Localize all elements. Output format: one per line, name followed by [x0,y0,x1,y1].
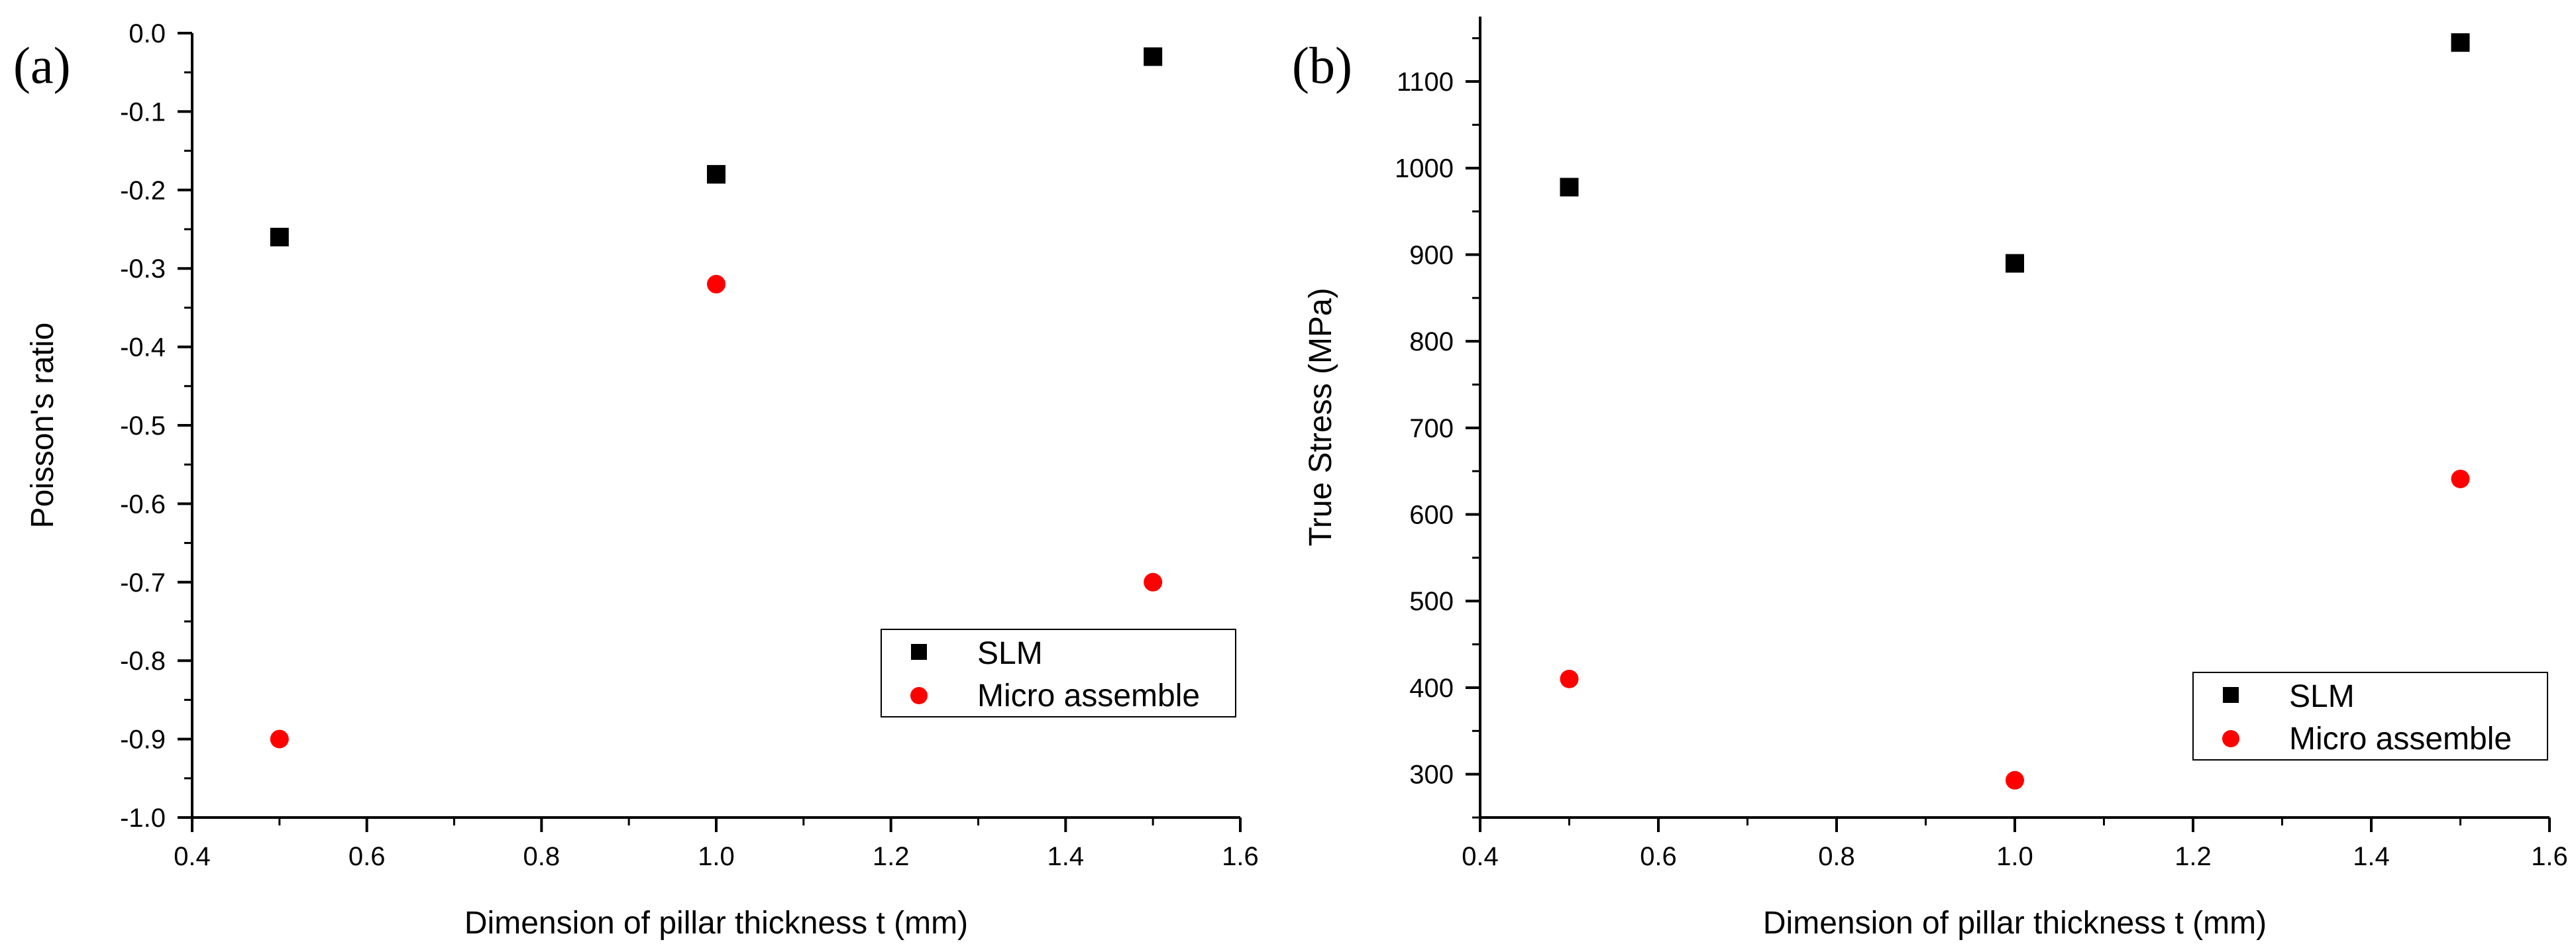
x-axis-a: 0.4 0.6 0.8 1.0 1.2 1.4 1.6 [174,818,1259,871]
y-tick-label: -0.8 [120,647,166,676]
data-point-slm [2451,33,2470,52]
y-tick-label: 0.0 [129,19,166,48]
y-axis-a: 0.0 -0.1 -0.2 -0.3 -0.4 -0.5 -0.6 -0.7 -0.8 -0.9 -… [120,19,192,833]
y-tick-label: 300 [1409,761,1454,790]
x-axis-label-b: Dimension of pillar thickness t (mm) [1763,906,2267,941]
x-tick-label: 0.6 [349,842,386,871]
x-axis-label-a: Dimension of pillar thickness t (mm) [464,906,968,941]
x-tick-label: 0.8 [1818,842,1855,871]
data-point-micro-assemble [1144,572,1163,592]
y-axis-label-a: Poisson's ratio [25,323,60,529]
x-tick-label: 0.4 [1462,842,1499,871]
y-axis-b: 300 400 500 600 700 800 900 1000 1100 [1395,37,1480,819]
x-tick-label: 1.0 [698,842,735,871]
data-points-b [1560,33,2470,790]
legend-label-slm-a: SLM [977,636,1043,671]
y-tick-label: -0.9 [120,725,166,755]
y-tick-label: -0.4 [120,333,166,362]
data-point-slm [1144,47,1163,66]
panel-b: (b) 0.4 0.6 0.8 1.0 1.2 1.4 1.6 300 400 500 600 70… [1292,17,2568,941]
y-tick-label: 400 [1409,674,1454,703]
x-tick-label: 0.6 [1640,842,1677,871]
y-tick-label: -0.7 [120,568,166,598]
legend-label-micro-a: Micro assemble [977,678,1200,714]
data-point-slm [2006,254,2024,273]
y-tick-label: -1.0 [120,804,166,833]
legend-label-micro-b: Micro assemble [2289,721,2512,757]
data-point-slm [707,165,725,184]
data-point-slm [1560,178,1579,197]
x-tick-label: 1.2 [2174,842,2212,871]
x-tick-label: 0.8 [523,842,561,871]
axis-lines-b [1479,17,2549,819]
y-tick-label: 900 [1409,240,1454,270]
x-tick-label: 1.6 [2531,842,2568,871]
y-tick-label: -0.3 [120,254,166,284]
y-tick-label: 800 [1409,327,1454,356]
y-axis-label-b: True Stress (MPa) [1303,288,1338,546]
legend-marker-slm-b [2223,687,2239,703]
legend-marker-micro-b [2222,730,2239,747]
y-tick-label: -0.2 [120,176,166,205]
legend-a: SLM Micro assemble [881,629,1236,717]
data-point-micro-assemble [1560,669,1579,688]
x-axis-b: 0.4 0.6 0.8 1.0 1.2 1.4 1.6 [1462,818,2568,871]
panel-a: (a) 0.4 0.6 0.8 1.0 1.2 1.4 1.6 0.0 -0.1 -0.2 -0.… [13,19,1259,941]
axis-lines-a [191,33,1240,819]
data-point-micro-assemble [2451,469,2470,488]
data-point-micro-assemble [707,274,725,293]
y-tick-label: -0.5 [120,411,166,441]
x-tick-label: 0.4 [174,842,211,871]
y-tick-label: 1100 [1397,68,1454,97]
legend-marker-slm-a [911,644,927,660]
x-tick-label: 1.2 [873,842,910,871]
legend-b: SLM Micro assemble [2192,672,2548,761]
y-tick-label: 700 [1409,414,1454,443]
legend-label-slm-b: SLM [2289,679,2355,714]
panel-label-b: (b) [1292,36,1352,94]
legend-box-b [2192,672,2548,761]
data-points-a [270,47,1163,749]
x-tick-label: 1.0 [1996,842,2033,871]
panel-label-a: (a) [13,36,71,94]
y-tick-label: -0.6 [120,490,166,519]
legend-marker-micro-a [910,687,928,704]
x-tick-label: 1.4 [2353,842,2390,871]
x-tick-label: 1.4 [1047,842,1085,871]
data-point-micro-assemble [270,729,289,749]
y-tick-label: 1000 [1395,154,1454,184]
data-point-slm [270,227,289,246]
data-point-micro-assemble [2006,770,2024,790]
y-tick-label: -0.1 [120,97,166,127]
x-tick-label: 1.6 [1222,842,1259,871]
y-tick-label: 500 [1409,587,1454,616]
y-tick-label: 600 [1409,501,1454,530]
legend-box-a [881,629,1236,717]
